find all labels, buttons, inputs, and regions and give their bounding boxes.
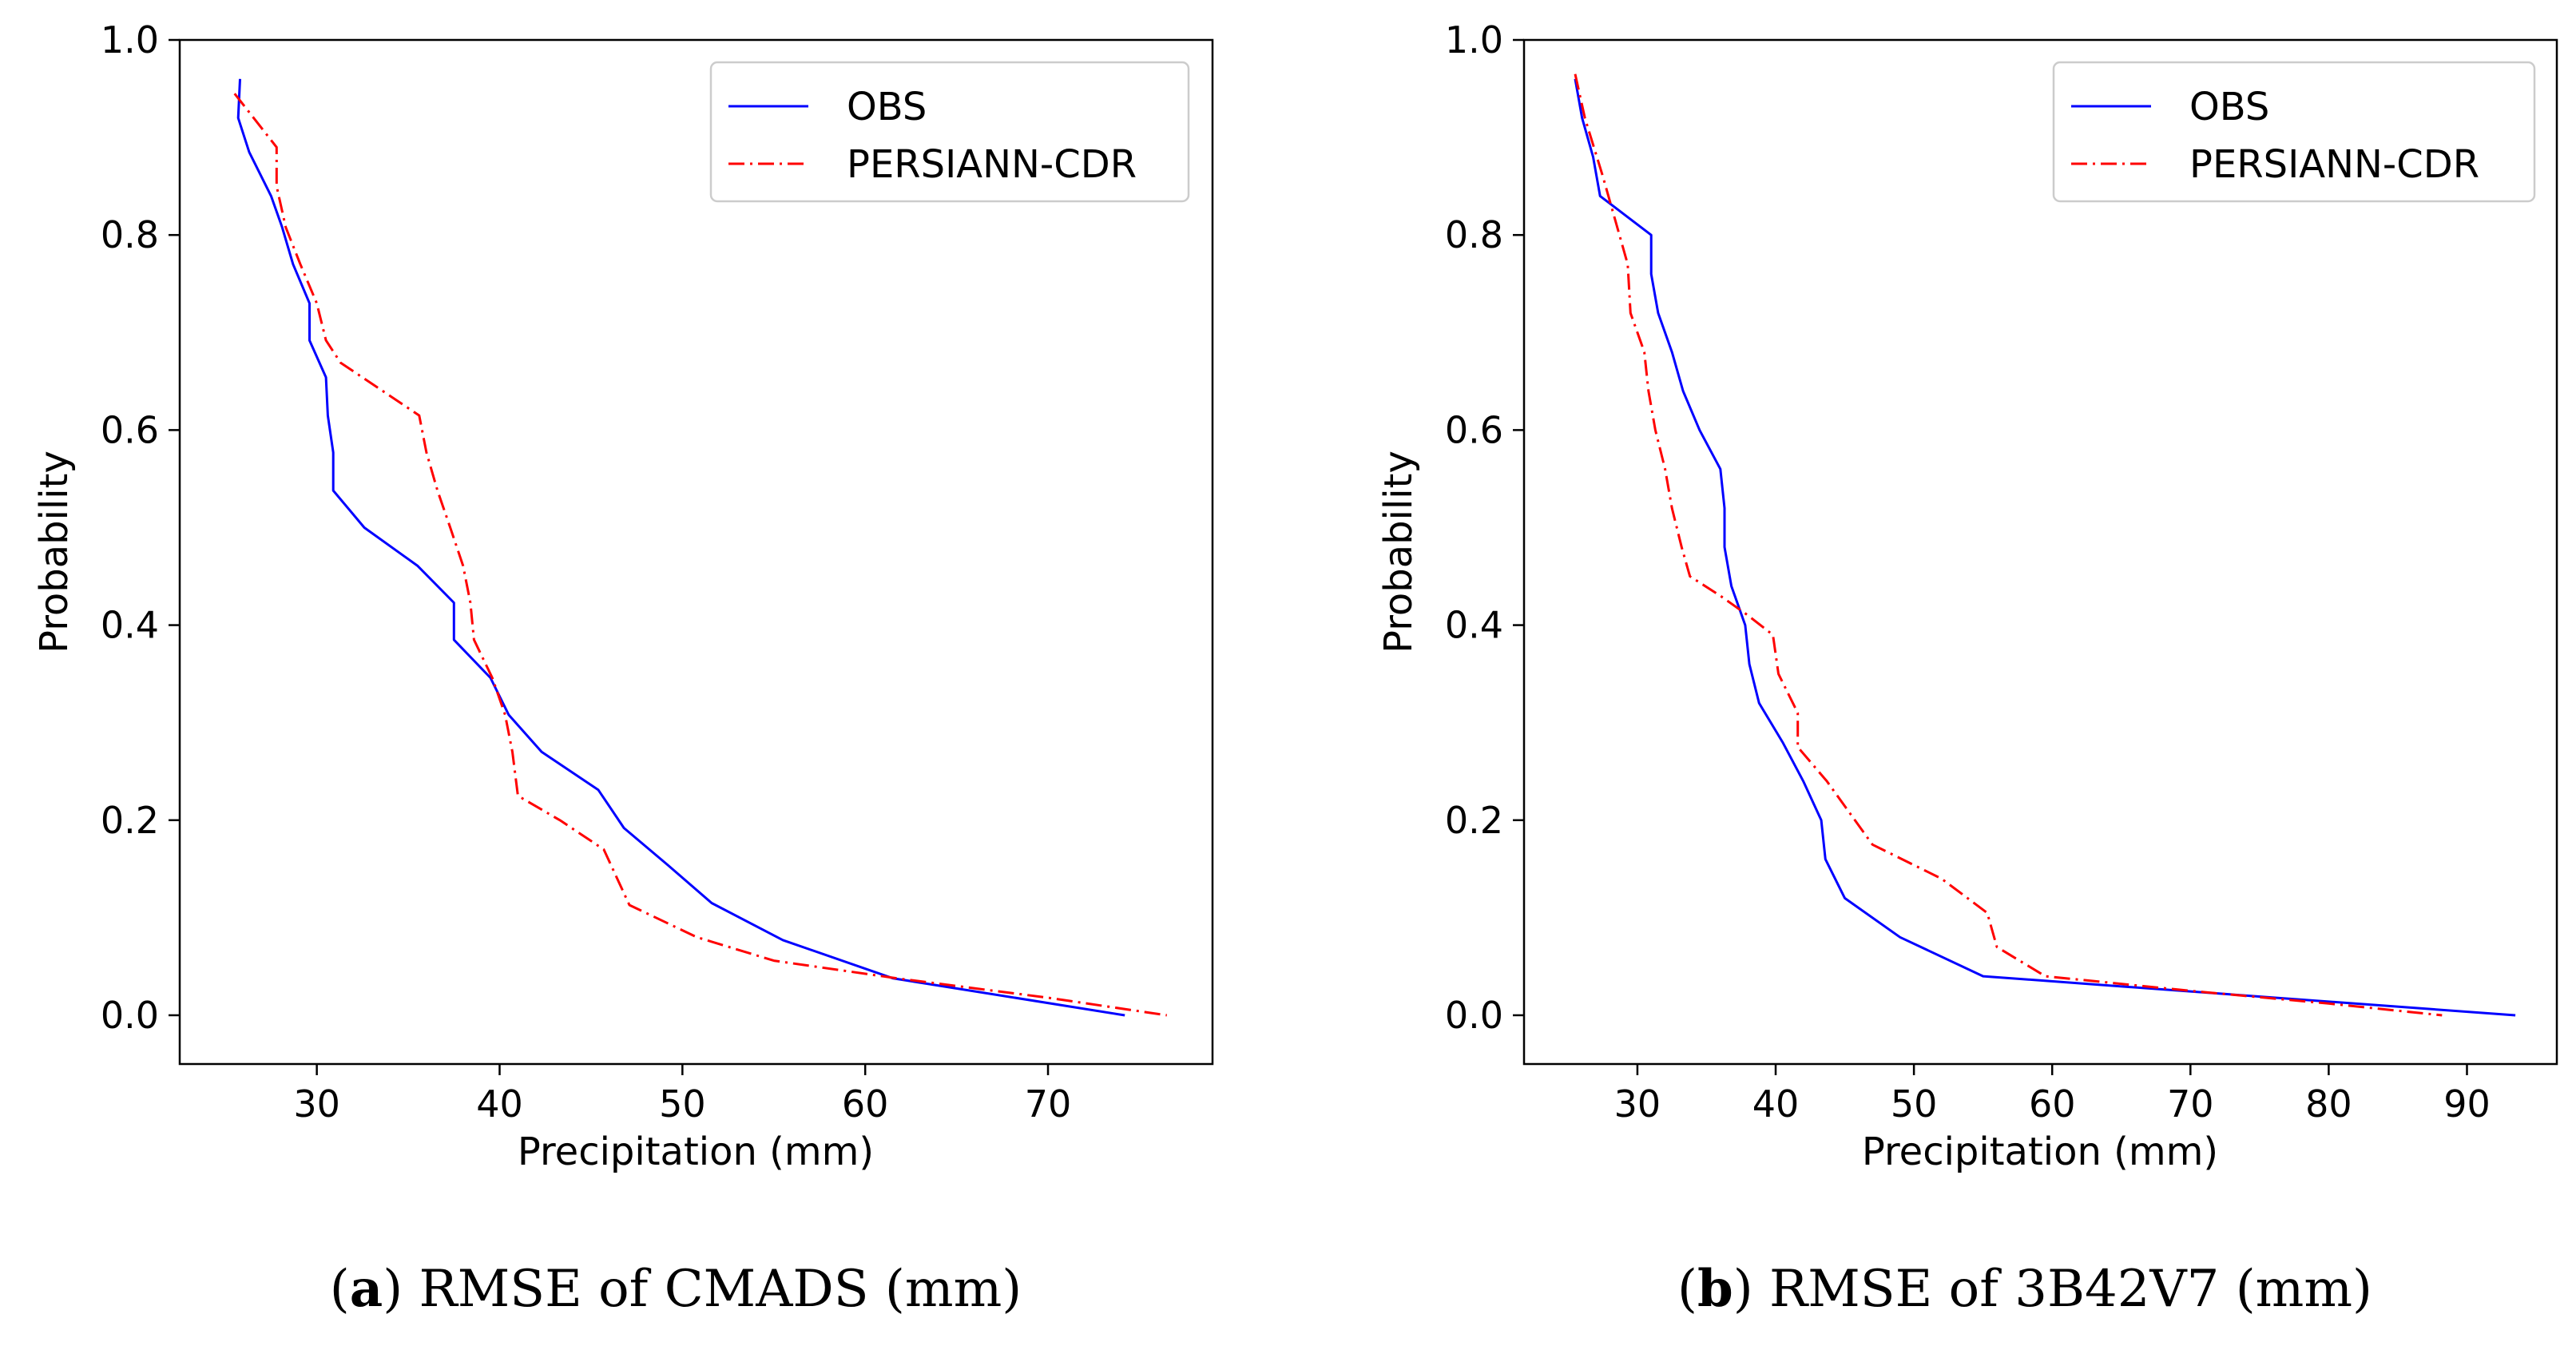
- panel-b-ytick-label: 0.8: [1445, 213, 1503, 256]
- panel-a-y-axis-label: Probability: [32, 451, 77, 653]
- panel-b-y-axis-label: Probability: [1376, 451, 1421, 653]
- panel-a-series-persiann-cdr-line: [233, 93, 1168, 1017]
- panel-b-series-persiann-cdr-line: [1574, 73, 2443, 1017]
- panel-a: 30 40 50 60 70 0.0 0.2 0.4 0.6 0.8 1.0 Precipitat…: [32, 18, 1214, 1174]
- panel-a-xtick-label: 60: [842, 1082, 889, 1126]
- panel-a-x-axis-label: Precipitation (mm): [518, 1130, 874, 1174]
- panel-a-ytick-label: 0.8: [101, 213, 159, 256]
- panel-a-legend-box: [709, 61, 1190, 203]
- panel-b-xtick-label: 30: [1614, 1082, 1661, 1126]
- panel-a-legend: OBS PERSIANN-CDR: [709, 61, 1190, 203]
- panel-a-xtick-label: 40: [476, 1082, 523, 1126]
- panel-a-yticks: 0.0 0.2 0.4 0.6 0.8 1.0: [101, 18, 180, 1037]
- panel-b-legend-box: [2052, 61, 2536, 203]
- panel-a-xtick-label: 50: [659, 1082, 706, 1126]
- panel-b-legend-persiann-label: PERSIANN-CDR: [2189, 142, 2479, 187]
- panel-a-xtick-label: 30: [293, 1082, 340, 1126]
- panel-b-caption-letter: b: [1697, 1259, 1733, 1319]
- panel-b-xtick-label: 40: [1752, 1082, 1800, 1126]
- panel-a-ytick-label: 0.0: [101, 994, 159, 1037]
- panel-a-plot-frame: [178, 38, 1214, 1066]
- panel-b-xtick-label: 80: [2305, 1082, 2352, 1126]
- panel-a-series-layer: [233, 78, 1168, 1017]
- panel-b-series-layer: [1574, 73, 2516, 1017]
- panel-b-x-axis-label: Precipitation (mm): [1862, 1130, 2218, 1174]
- panel-b-ytick-label: 0.6: [1445, 408, 1503, 451]
- panel-b-xtick-label: 50: [1891, 1082, 1938, 1126]
- panel-a-ytick-label: 0.6: [101, 408, 159, 451]
- panel-a-caption-text: RMSE of CMADS (mm): [419, 1260, 1022, 1319]
- panel-b-legend: OBS PERSIANN-CDR: [2052, 61, 2536, 203]
- panel-b-xtick-label: 60: [2029, 1082, 2076, 1126]
- panel-b-ytick-label: 0.0: [1445, 994, 1503, 1037]
- panel-b-xtick-label: 70: [2167, 1082, 2214, 1126]
- panel-b-caption: (b) RMSE of 3B42V7 (mm): [1677, 1259, 2372, 1319]
- panel-a-caption: (a) RMSE of CMADS (mm): [330, 1259, 1022, 1319]
- panel-a-xtick-label: 70: [1025, 1082, 1072, 1126]
- panel-a-legend-persiann-label: PERSIANN-CDR: [847, 142, 1137, 187]
- panel-a-xticks: 30 40 50 60 70: [293, 1064, 1071, 1126]
- panel-a-ytick-label: 0.4: [101, 604, 159, 647]
- panel-a-series-obs-line: [236, 78, 1125, 1017]
- panel-b-ytick-label: 0.4: [1445, 604, 1503, 647]
- panel-b-legend-obs-label: OBS: [2189, 85, 2269, 129]
- panel-b-series-obs-line: [1574, 78, 2516, 1017]
- panel-a-ytick-label: 0.2: [101, 799, 159, 842]
- panel-a-ytick-label: 1.0: [101, 18, 159, 62]
- panel-b-ytick-label: 1.0: [1445, 18, 1503, 62]
- panel-b-yticks: 0.0 0.2 0.4 0.6 0.8 1.0: [1445, 18, 1524, 1037]
- panel-b-xticks: 30 40 50 60 70 80 90: [1614, 1064, 2491, 1126]
- panel-a-legend-obs-label: OBS: [847, 85, 927, 129]
- panel-b-caption-text: RMSE of 3B42V7 (mm): [1769, 1260, 2372, 1319]
- panel-b-xtick-label: 90: [2443, 1082, 2491, 1126]
- panel-b-plot-frame: [1522, 38, 2558, 1066]
- panel-b: 30 40 50 60 70 80 90 0.0 0.2 0.4 0.6 0.8 1.0 Precip…: [1376, 18, 2558, 1174]
- panel-b-ytick-label: 0.2: [1445, 799, 1503, 842]
- panel-a-caption-letter: a: [350, 1259, 383, 1319]
